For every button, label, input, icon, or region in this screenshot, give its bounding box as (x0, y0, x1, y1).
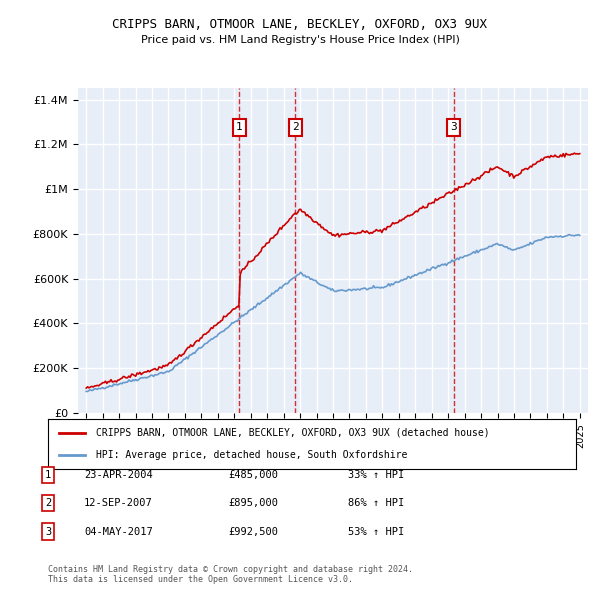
Text: £895,000: £895,000 (228, 499, 278, 508)
Text: Contains HM Land Registry data © Crown copyright and database right 2024.
This d: Contains HM Land Registry data © Crown c… (48, 565, 413, 584)
Text: 2: 2 (292, 123, 299, 132)
Text: 04-MAY-2017: 04-MAY-2017 (84, 527, 153, 536)
Text: £485,000: £485,000 (228, 470, 278, 480)
Text: 23-APR-2004: 23-APR-2004 (84, 470, 153, 480)
Text: 3: 3 (451, 123, 457, 132)
Text: £992,500: £992,500 (228, 527, 278, 536)
Text: 1: 1 (236, 123, 243, 132)
Text: 1: 1 (45, 470, 51, 480)
Text: CRIPPS BARN, OTMOOR LANE, BECKLEY, OXFORD, OX3 9UX: CRIPPS BARN, OTMOOR LANE, BECKLEY, OXFOR… (113, 18, 487, 31)
Text: 12-SEP-2007: 12-SEP-2007 (84, 499, 153, 508)
Text: HPI: Average price, detached house, South Oxfordshire: HPI: Average price, detached house, Sout… (95, 450, 407, 460)
Text: 86% ↑ HPI: 86% ↑ HPI (348, 499, 404, 508)
Text: 53% ↑ HPI: 53% ↑ HPI (348, 527, 404, 536)
Text: 33% ↑ HPI: 33% ↑ HPI (348, 470, 404, 480)
Text: Price paid vs. HM Land Registry's House Price Index (HPI): Price paid vs. HM Land Registry's House … (140, 35, 460, 45)
Text: 2: 2 (45, 499, 51, 508)
Text: 3: 3 (45, 527, 51, 536)
Text: CRIPPS BARN, OTMOOR LANE, BECKLEY, OXFORD, OX3 9UX (detached house): CRIPPS BARN, OTMOOR LANE, BECKLEY, OXFOR… (95, 428, 489, 438)
